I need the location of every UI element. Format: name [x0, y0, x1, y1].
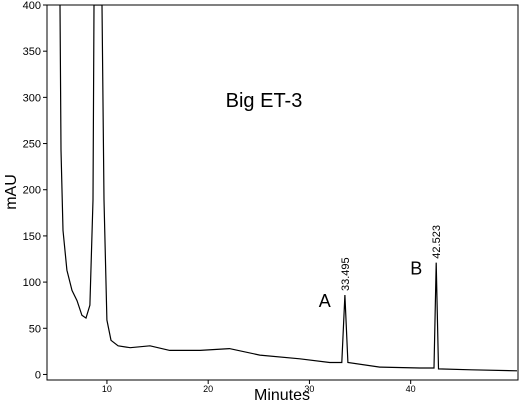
x-tick-label: 20 [203, 384, 213, 394]
y-tick-label: 100 [23, 277, 41, 289]
peak-time-label: 33.495 [340, 257, 352, 291]
y-tick-label: 200 [23, 185, 41, 197]
y-axis-label: mAU [3, 174, 20, 210]
peak-label: A [319, 291, 331, 311]
x-axis-label: Minutes [254, 387, 310, 404]
y-tick-label: 400 [23, 0, 41, 12]
peak-time-label: 42.523 [431, 225, 443, 259]
y-tick-label: 300 [23, 92, 41, 104]
x-tick-label: 40 [406, 384, 416, 394]
y-tick-label: 250 [23, 139, 41, 151]
trace [59, 5, 518, 372]
y-tick-label: 50 [29, 323, 41, 335]
plot-frame [46, 4, 519, 381]
chart-title: Big ET-3 [226, 90, 303, 112]
peak-label: B [410, 259, 422, 279]
y-tick-label: 350 [23, 46, 41, 58]
y-tick-label: 0 [35, 369, 41, 381]
x-tick-label: 30 [304, 384, 314, 394]
x-tick-label: 10 [102, 384, 112, 394]
y-tick-label: 150 [23, 231, 41, 243]
